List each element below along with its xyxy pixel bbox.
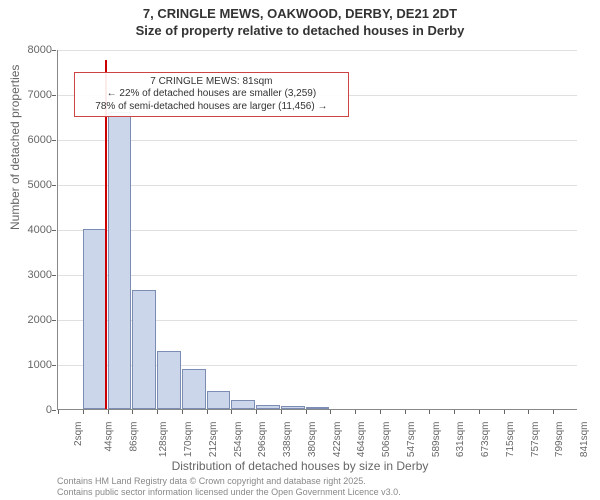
x-tick-label: 2sqm [73,422,84,446]
histogram-bar [256,405,280,409]
x-tick [132,410,133,414]
y-tick-label: 3000 [28,269,52,281]
histogram-bar [231,400,255,409]
x-tick [231,410,232,414]
annotation-line: 78% of semi-detached houses are larger (… [81,101,343,114]
histogram-bar [108,112,132,409]
x-tick-label: 380sqm [307,422,318,458]
x-tick-label: 589sqm [431,422,442,458]
histogram-bar [306,407,330,409]
x-tick [528,410,529,414]
histogram-bar [83,229,107,409]
y-tick [52,185,56,186]
footer-attribution: Contains HM Land Registry data © Crown c… [57,476,401,499]
y-tick-label: 5000 [28,179,52,191]
y-tick [52,410,56,411]
x-tick [405,410,406,414]
x-tick [380,410,381,414]
title-line-2: Size of property relative to detached ho… [0,23,600,40]
x-axis-label: Distribution of detached houses by size … [0,459,600,473]
x-tick [330,410,331,414]
annotation-line: 7 CRINGLE MEWS: 81sqm [81,76,343,89]
gridline [58,230,577,231]
x-tick-label: 464sqm [356,422,367,458]
x-tick [504,410,505,414]
y-tick-label: 2000 [28,314,52,326]
annotation-box: 7 CRINGLE MEWS: 81sqm← 22% of detached h… [74,72,350,118]
x-tick [58,410,59,414]
y-tick [52,275,56,276]
x-tick-label: 547sqm [406,422,417,458]
x-tick-label: 212sqm [208,422,219,458]
x-tick [108,410,109,414]
chart-title: 7, CRINGLE MEWS, OAKWOOD, DERBY, DE21 2D… [0,0,600,40]
y-tick [52,320,56,321]
y-tick [52,50,56,51]
histogram-bar [281,406,305,409]
y-tick-label: 6000 [28,134,52,146]
y-tick [52,365,56,366]
histogram-bar [207,391,231,409]
y-tick-label: 7000 [28,89,52,101]
x-tick-label: 254sqm [233,422,244,458]
y-tick-label: 1000 [28,359,52,371]
x-tick-label: 715sqm [505,422,516,458]
y-tick [52,140,56,141]
x-tick-label: 170sqm [183,422,194,458]
x-tick [281,410,282,414]
footer-line-1: Contains HM Land Registry data © Crown c… [57,476,401,487]
x-tick-label: 422sqm [332,422,343,458]
y-tick-label: 0 [46,404,52,416]
x-tick-label: 631sqm [456,422,467,458]
x-tick [207,410,208,414]
x-tick [454,410,455,414]
y-tick [52,230,56,231]
y-tick [52,95,56,96]
x-tick [256,410,257,414]
x-tick-label: 296sqm [257,422,268,458]
x-tick [479,410,480,414]
x-tick-label: 841sqm [579,422,590,458]
y-axis-label: Number of detached properties [8,65,22,230]
x-tick-label: 44sqm [103,422,114,452]
x-tick [355,410,356,414]
y-tick-label: 4000 [28,224,52,236]
footer-line-2: Contains public sector information licen… [57,487,401,498]
x-tick [157,410,158,414]
x-tick-label: 128sqm [158,422,169,458]
x-tick-label: 86sqm [128,422,139,452]
y-tick-label: 8000 [28,44,52,56]
x-tick [83,410,84,414]
histogram-bar [157,351,181,410]
title-line-1: 7, CRINGLE MEWS, OAKWOOD, DERBY, DE21 2D… [0,6,600,23]
x-tick-label: 757sqm [530,422,541,458]
gridline [58,275,577,276]
x-tick-label: 799sqm [555,422,566,458]
histogram-bar [132,290,156,409]
histogram-bar [182,369,206,410]
x-tick-label: 338sqm [282,422,293,458]
x-tick [182,410,183,414]
gridline [58,50,577,51]
chart-plot-area: 7 CRINGLE MEWS: 81sqm← 22% of detached h… [57,50,577,410]
annotation-line: ← 22% of detached houses are smaller (3,… [81,88,343,101]
gridline [58,185,577,186]
x-tick [306,410,307,414]
x-tick-label: 506sqm [381,422,392,458]
x-tick-label: 673sqm [480,422,491,458]
x-tick [429,410,430,414]
gridline [58,140,577,141]
x-tick [553,410,554,414]
